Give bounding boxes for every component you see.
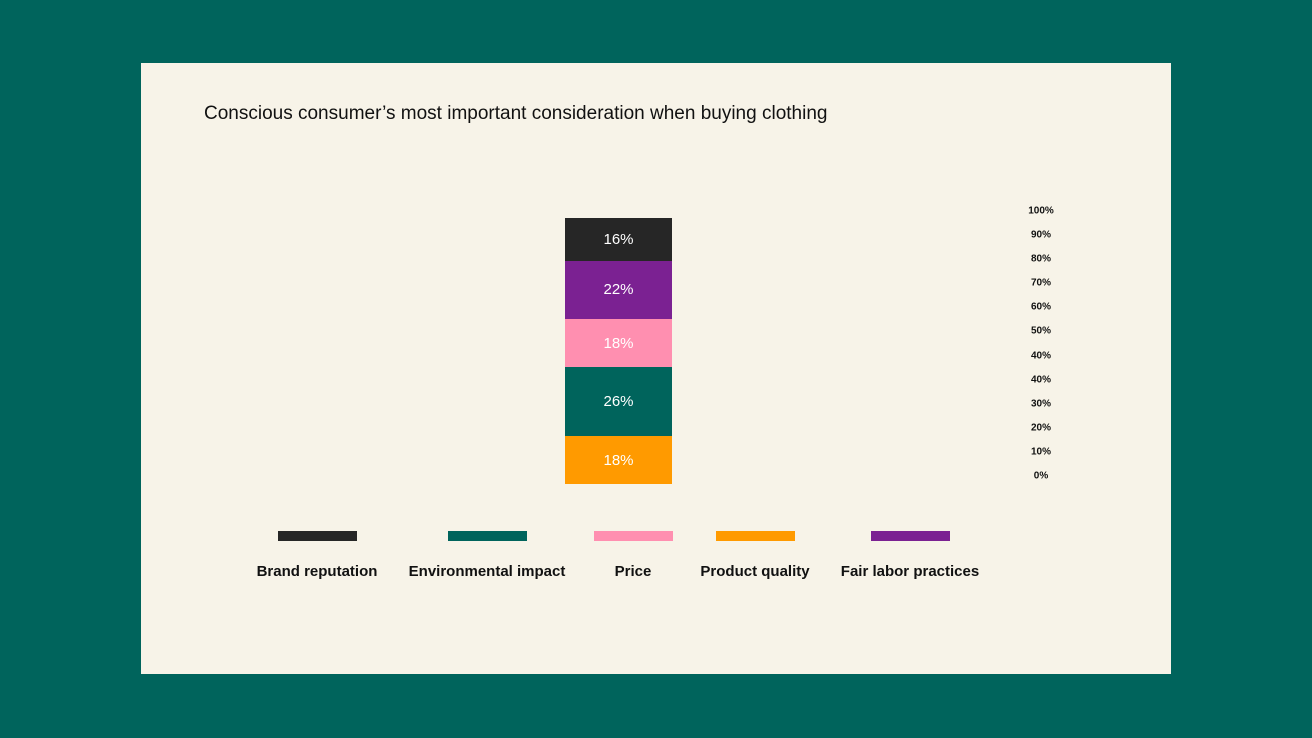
legend-label: Brand reputation bbox=[256, 563, 378, 580]
y-tick-label: 60% bbox=[1030, 301, 1051, 313]
legend-swatch bbox=[448, 531, 527, 541]
legend-label: Fair labor practices bbox=[840, 563, 980, 580]
legend-label: Product quality bbox=[700, 563, 810, 580]
data-label: 22% bbox=[603, 281, 634, 299]
chart-title: Conscious consumer’s most important cons… bbox=[204, 103, 828, 124]
y-tick-label: 20% bbox=[1030, 422, 1051, 434]
chart-card: Conscious consumer’s most important cons… bbox=[141, 63, 1171, 674]
legend-swatch bbox=[278, 531, 357, 541]
bar-segment-environmental-impact: 26% bbox=[565, 366, 672, 437]
bar-segment-price: 18% bbox=[565, 319, 672, 367]
y-tick-label: 90% bbox=[1030, 229, 1051, 241]
legend-label: Price bbox=[614, 563, 652, 580]
y-tick-label: 80% bbox=[1030, 253, 1051, 265]
y-tick-label: 40% bbox=[1030, 350, 1051, 362]
legend-label: Environmental impact bbox=[408, 563, 566, 580]
y-tick-label: 50% bbox=[1030, 325, 1051, 337]
bar-segment-fair-labor-practices: 22% bbox=[565, 260, 672, 320]
legend-swatch bbox=[871, 531, 950, 541]
data-label: 26% bbox=[603, 393, 634, 411]
legend-swatch bbox=[594, 531, 673, 541]
data-label: 18% bbox=[603, 451, 634, 469]
y-tick-label: 40% bbox=[1030, 374, 1051, 386]
data-label: 18% bbox=[603, 334, 634, 352]
stacked-bar: 18% 26% 18% 22% 16% bbox=[565, 218, 672, 484]
y-tick-label: 100% bbox=[1028, 205, 1054, 217]
legend-swatch bbox=[716, 531, 795, 541]
y-tick-label: 30% bbox=[1030, 398, 1051, 410]
y-axis: 100% 90% 80% 70% 60% 50% 40% 40% 30% 20% 10% 0% bbox=[1021, 206, 1071, 484]
y-tick-label: 70% bbox=[1030, 277, 1051, 289]
y-tick-label: 10% bbox=[1030, 446, 1051, 458]
y-tick-label: 0% bbox=[1033, 470, 1049, 482]
data-label: 16% bbox=[603, 230, 634, 248]
bar-segment-brand-reputation: 16% bbox=[565, 218, 672, 261]
bar-segment-product-quality: 18% bbox=[565, 436, 672, 484]
